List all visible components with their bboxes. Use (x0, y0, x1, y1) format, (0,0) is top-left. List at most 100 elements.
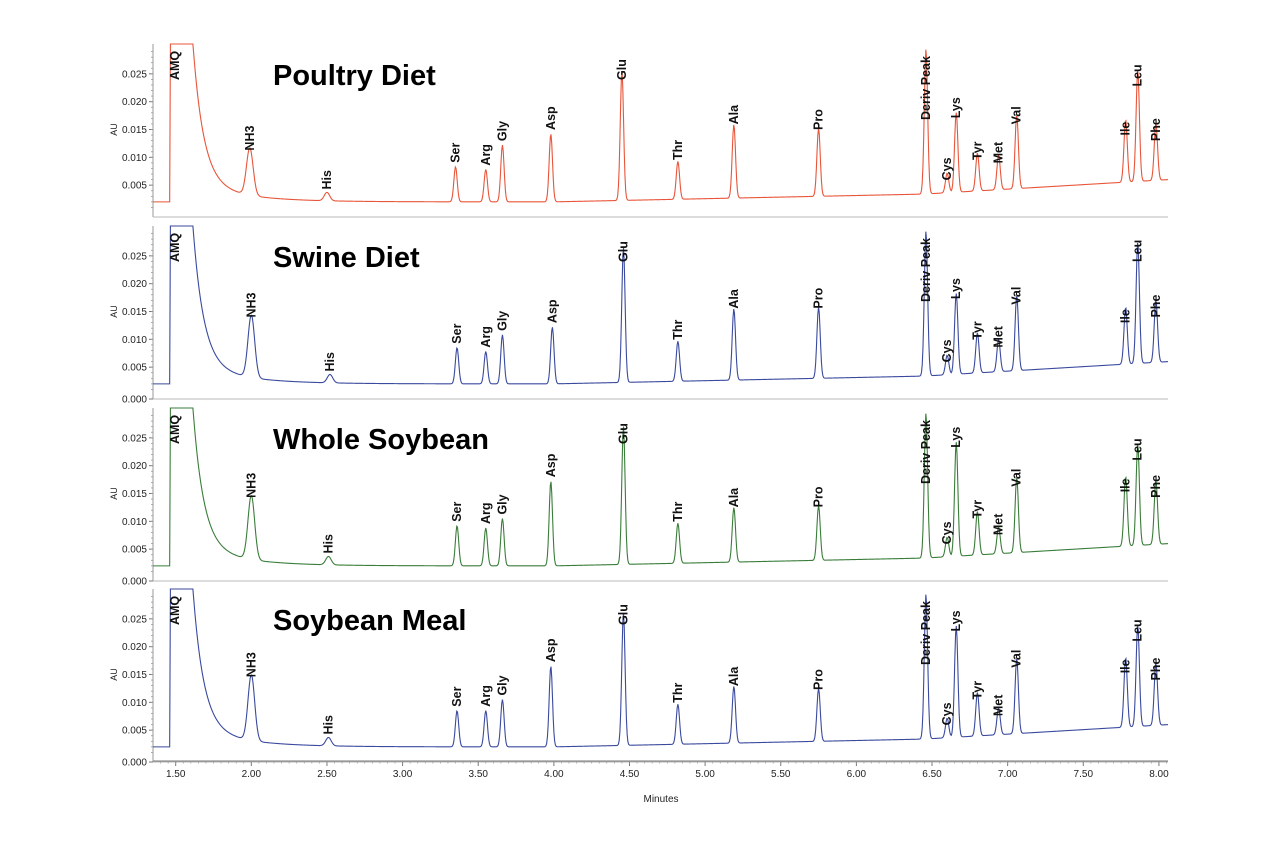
y-tick-label: 0.000 (122, 577, 147, 588)
peak-label: Ala (727, 288, 741, 309)
peak-label: NH3 (244, 292, 258, 317)
x-axis-label: Minutes (643, 794, 678, 805)
y-tick-label: 0.015 (122, 670, 147, 681)
peak-label: His (321, 534, 335, 554)
peak-label: Val (1010, 287, 1024, 305)
x-tick-label: 6.50 (922, 769, 942, 780)
peak-label: NH3 (244, 473, 258, 498)
peak-label: Pro (812, 287, 826, 308)
peak-label: Cys (940, 521, 954, 544)
peak-label: Arg (479, 326, 493, 348)
peak-label: Thr (671, 140, 685, 160)
peak-label: Arg (479, 502, 493, 524)
trace-line (153, 225, 1169, 385)
y-axis-label: AU (109, 668, 119, 681)
chromatogram-panel: 0.000 0.005 0.010 0.015 0.020 0.025 AU Soybean … (109, 588, 1169, 769)
x-tick-label: 6.00 (847, 769, 867, 780)
x-tick-label: 2.50 (317, 769, 337, 780)
y-tick-label: 0.000 (122, 395, 147, 406)
panel-title: Soybean Meal (273, 605, 466, 637)
peak-label: Ile (1119, 309, 1133, 323)
y-tick-label: 0.005 (122, 545, 147, 556)
peak-label: His (321, 715, 335, 735)
y-tick-label: 0.015 (122, 125, 147, 136)
peak-label: Asp (544, 453, 558, 477)
peak-label: Leu (1131, 240, 1145, 262)
peak-label: Met (992, 141, 1006, 163)
x-tick-label: 5.50 (771, 769, 791, 780)
peak-label: Gly (495, 311, 509, 331)
y-tick-label: 0.025 (122, 69, 147, 80)
peak-label: NH3 (243, 125, 257, 150)
y-tick-label: 0.005 (122, 363, 147, 374)
peak-label: Glu (616, 241, 630, 262)
peak-label: Ala (727, 666, 741, 687)
chromatogram-panel: 0.005 0.010 0.015 0.020 0.025 AU Poultry Diet A… (109, 43, 1169, 218)
x-tick-label: 7.00 (998, 769, 1018, 780)
panel-title: Swine Diet (273, 242, 420, 274)
peak-label: Deriv Peak (919, 238, 933, 302)
peak-label: Met (992, 325, 1006, 347)
peak-label: Phe (1149, 295, 1163, 318)
peak-label: Asp (544, 106, 558, 130)
peak-label: Asp (544, 638, 558, 662)
x-tick-label: 2.00 (242, 769, 262, 780)
peak-label: Arg (479, 144, 493, 166)
peak-label: Leu (1131, 64, 1145, 86)
peak-label: Glu (616, 423, 630, 444)
y-tick-label: 0.025 (122, 251, 147, 262)
peak-label: Tyr (970, 500, 984, 519)
peak-label: Glu (615, 59, 629, 80)
peak-label: AMQ (168, 596, 182, 625)
y-axis-label: AU (109, 305, 119, 318)
peak-label: Met (992, 513, 1006, 535)
x-tick-label: 7.50 (1074, 769, 1094, 780)
y-tick-label: 0.010 (122, 335, 147, 346)
y-tick-label: 0.020 (122, 279, 147, 290)
peak-label: AMQ (168, 415, 182, 444)
y-axis-label: AU (109, 487, 119, 500)
peak-label: Ser (449, 143, 463, 163)
peak-label: Ile (1119, 122, 1133, 136)
trace-line (153, 588, 1169, 748)
panel-title: Poultry Diet (273, 60, 436, 92)
peak-label: Lys (949, 278, 963, 299)
peak-label: AMQ (168, 233, 182, 262)
peak-label: Asp (545, 299, 559, 323)
peak-label: NH3 (244, 652, 258, 677)
peak-label: Cys (940, 339, 954, 362)
peak-label: Glu (616, 604, 630, 625)
panel-title: Whole Soybean (273, 424, 489, 456)
y-tick-label: 0.025 (122, 433, 147, 444)
y-tick-label: 0.025 (122, 614, 147, 625)
peak-label: Pro (812, 109, 826, 130)
peak-label: Phe (1149, 475, 1163, 498)
peak-label: Leu (1131, 438, 1145, 460)
peak-label: Gly (495, 675, 509, 695)
peak-label: Thr (671, 502, 685, 522)
trace-line (153, 43, 1169, 203)
peak-label: His (323, 352, 337, 372)
chromatogram-panel: 0.000 0.005 0.010 0.015 0.020 0.025 AU Whole So… (109, 407, 1169, 588)
x-tick-label: 5.00 (695, 769, 715, 780)
y-tick-label: 0.000 (122, 758, 147, 769)
x-tick-label: 8.00 (1149, 769, 1169, 780)
peak-label: Thr (671, 320, 685, 340)
x-tick-label: 3.50 (468, 769, 488, 780)
peak-label: Met (992, 694, 1006, 716)
x-tick-label: 4.00 (544, 769, 564, 780)
x-tick-label: 3.00 (393, 769, 413, 780)
peak-label: Gly (495, 121, 509, 141)
peak-label: Cys (940, 702, 954, 725)
peak-label: Pro (812, 669, 826, 690)
y-tick-label: 0.010 (122, 153, 147, 164)
panels-group: 0.005 0.010 0.015 0.020 0.025 AU Poultry Diet A… (109, 43, 1169, 769)
peak-label: Ile (1119, 478, 1133, 492)
peak-label: Val (1010, 650, 1024, 668)
peak-label: Lys (949, 427, 963, 448)
peak-label: Arg (479, 685, 493, 707)
y-axis-label: AU (109, 123, 119, 136)
peak-label: Pro (812, 486, 826, 507)
